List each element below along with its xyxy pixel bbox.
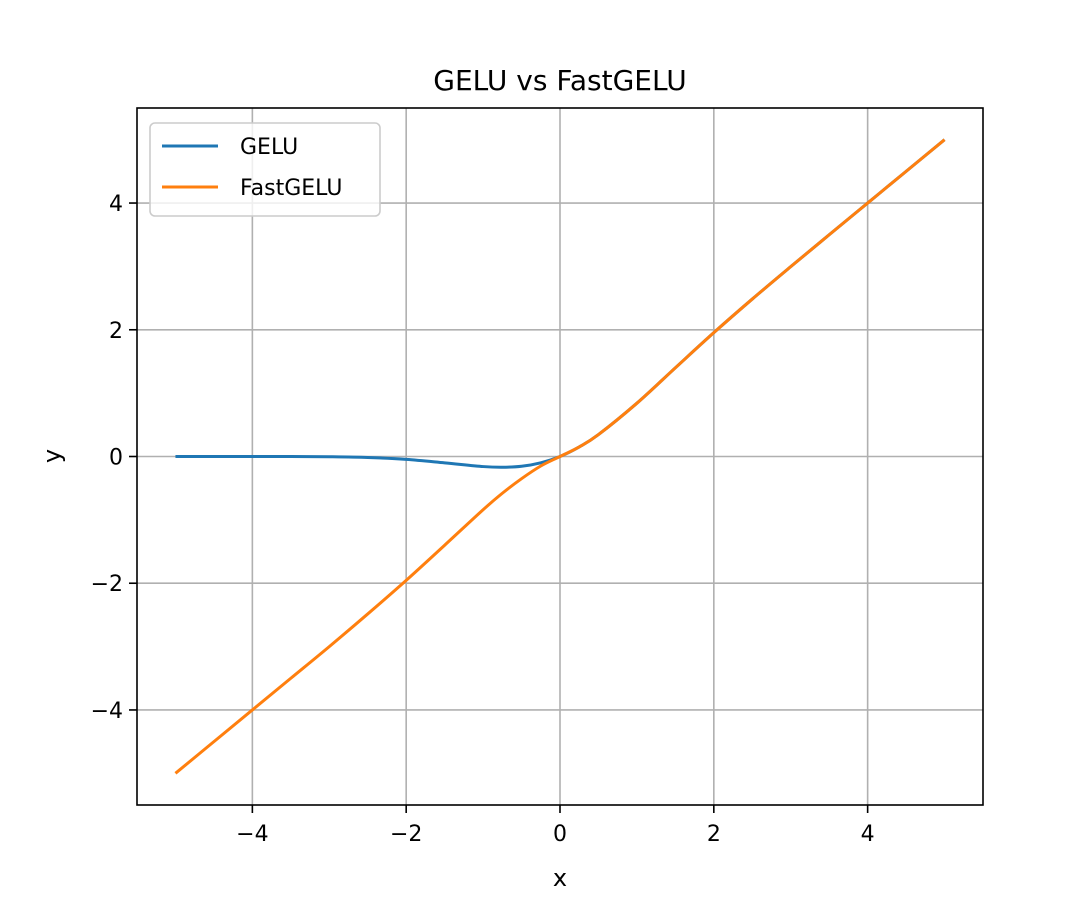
- legend-label-gelu: GELU: [240, 135, 298, 160]
- y-tick-label-2: 2: [109, 319, 123, 344]
- ticks: −4 −2 0 2 4 −4 −2 0 2 4: [91, 192, 875, 847]
- y-axis-label: y: [38, 449, 66, 463]
- x-axis-label: x: [553, 864, 567, 892]
- chart-title: GELU vs FastGELU: [433, 64, 686, 97]
- y-tick-label-neg4: −4: [91, 699, 123, 724]
- x-tick-label-0: 0: [553, 822, 567, 847]
- legend-label-fastgelu: FastGELU: [240, 176, 342, 201]
- legend: GELU FastGELU: [149, 122, 381, 217]
- series-group: [174, 138, 946, 775]
- y-tick-label-0: 0: [109, 446, 123, 471]
- series-line-fastgelu: [174, 138, 946, 775]
- x-tick-label-2: 2: [707, 822, 721, 847]
- y-tick-label-4: 4: [109, 192, 123, 217]
- x-tick-label-neg2: −2: [390, 822, 422, 847]
- x-tick-label-4: 4: [861, 822, 875, 847]
- x-tick-label-neg4: −4: [236, 822, 268, 847]
- y-tick-label-neg2: −2: [91, 572, 123, 597]
